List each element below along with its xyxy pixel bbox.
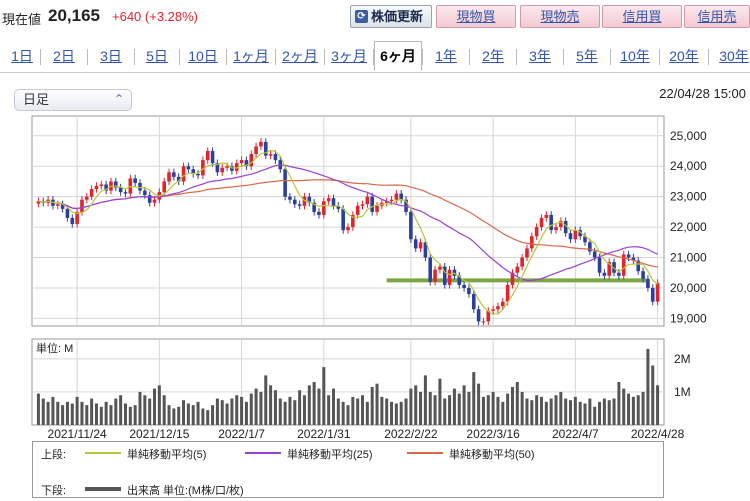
tab-period-15[interactable]: 30年	[719, 48, 749, 64]
tab-period-0[interactable]: 1日	[11, 48, 33, 64]
chart-timestamp: 22/04/28 15:00	[659, 86, 746, 101]
chart-panel	[0, 74, 750, 501]
interval-select-value: 日足	[23, 92, 50, 107]
tab-separator	[563, 49, 564, 65]
tab-period-7[interactable]: 3ヶ月	[331, 48, 367, 64]
tab-period-3[interactable]: 5日	[146, 48, 168, 64]
tab-separator	[708, 49, 709, 65]
chart-legend: 上段: 単純移動平均(5) 単純移動平均(25) 単純移動平均(50) 下段: …	[32, 441, 664, 498]
tab-separator	[659, 49, 660, 65]
tab-period-2[interactable]: 3日	[100, 48, 122, 64]
tab-separator	[469, 49, 470, 65]
legend-ma5-swatch	[85, 452, 121, 454]
tab-period-10[interactable]: 2年	[482, 48, 504, 64]
refresh-icon: ⟳	[355, 10, 368, 23]
refresh-price-button[interactable]: ⟳ 株価更新	[350, 5, 432, 28]
tab-separator	[422, 49, 423, 65]
spot-sell-button[interactable]: 現物売	[520, 5, 600, 28]
tab-period-8[interactable]: 6ヶ月	[374, 41, 422, 71]
tab-period-12[interactable]: 5年	[576, 48, 598, 64]
current-price-value: 20,165	[48, 6, 100, 25]
tab-period-9[interactable]: 1年	[435, 48, 457, 64]
legend-ma25-swatch	[245, 452, 281, 454]
legend-ma50: 単純移動平均(50)	[449, 449, 535, 461]
chevron-updown-icon: ⌃	[113, 92, 124, 106]
legend-lower-label: 下段:	[41, 485, 67, 497]
price-change: +640 (+3.28%)	[112, 9, 199, 24]
quote-header: 現在値 20,165 +640 (+3.28%) ⟳ 株価更新 現物買 現物売 …	[0, 0, 750, 34]
legend-volume: 出来高 単位:(M株/口/枚)	[127, 485, 244, 497]
tab-separator	[179, 49, 180, 65]
legend-volume-swatch	[85, 487, 121, 491]
tab-separator	[516, 49, 517, 65]
tab-separator	[226, 49, 227, 65]
margin-sell-button[interactable]: 信用売	[684, 5, 750, 28]
legend-ma50-swatch	[407, 452, 443, 454]
spot-buy-button[interactable]: 現物買	[436, 5, 516, 28]
period-tabs: 1日 2日 3日 5日 10日 1ヶ月 2ヶ月 3ヶ月 6ヶ月 1年 2年 3年 5年 10年 20年 30年	[0, 38, 750, 73]
refresh-button-label: 株価更新	[371, 9, 424, 24]
tab-period-11[interactable]: 3年	[529, 48, 551, 64]
current-price-label: 現在値	[2, 12, 42, 27]
tab-separator	[610, 49, 611, 65]
tab-period-4[interactable]: 10日	[188, 48, 218, 64]
interval-select[interactable]: 日足 ⌃	[14, 89, 132, 111]
legend-ma5: 単純移動平均(5)	[127, 449, 207, 461]
tab-period-14[interactable]: 20年	[669, 48, 699, 64]
tab-separator	[40, 49, 41, 65]
tab-period-6[interactable]: 2ヶ月	[282, 48, 318, 64]
tab-period-1[interactable]: 2日	[53, 48, 75, 64]
tab-period-13[interactable]: 10年	[620, 48, 650, 64]
tab-separator	[134, 49, 135, 65]
tab-period-5[interactable]: 1ヶ月	[233, 48, 269, 64]
legend-ma25: 単純移動平均(25)	[287, 449, 373, 461]
margin-buy-button[interactable]: 信用買	[602, 5, 682, 28]
tab-separator	[87, 49, 88, 65]
tab-separator	[373, 49, 374, 65]
tab-separator	[275, 49, 276, 65]
tab-separator	[324, 49, 325, 65]
legend-upper-label: 上段:	[41, 449, 67, 461]
